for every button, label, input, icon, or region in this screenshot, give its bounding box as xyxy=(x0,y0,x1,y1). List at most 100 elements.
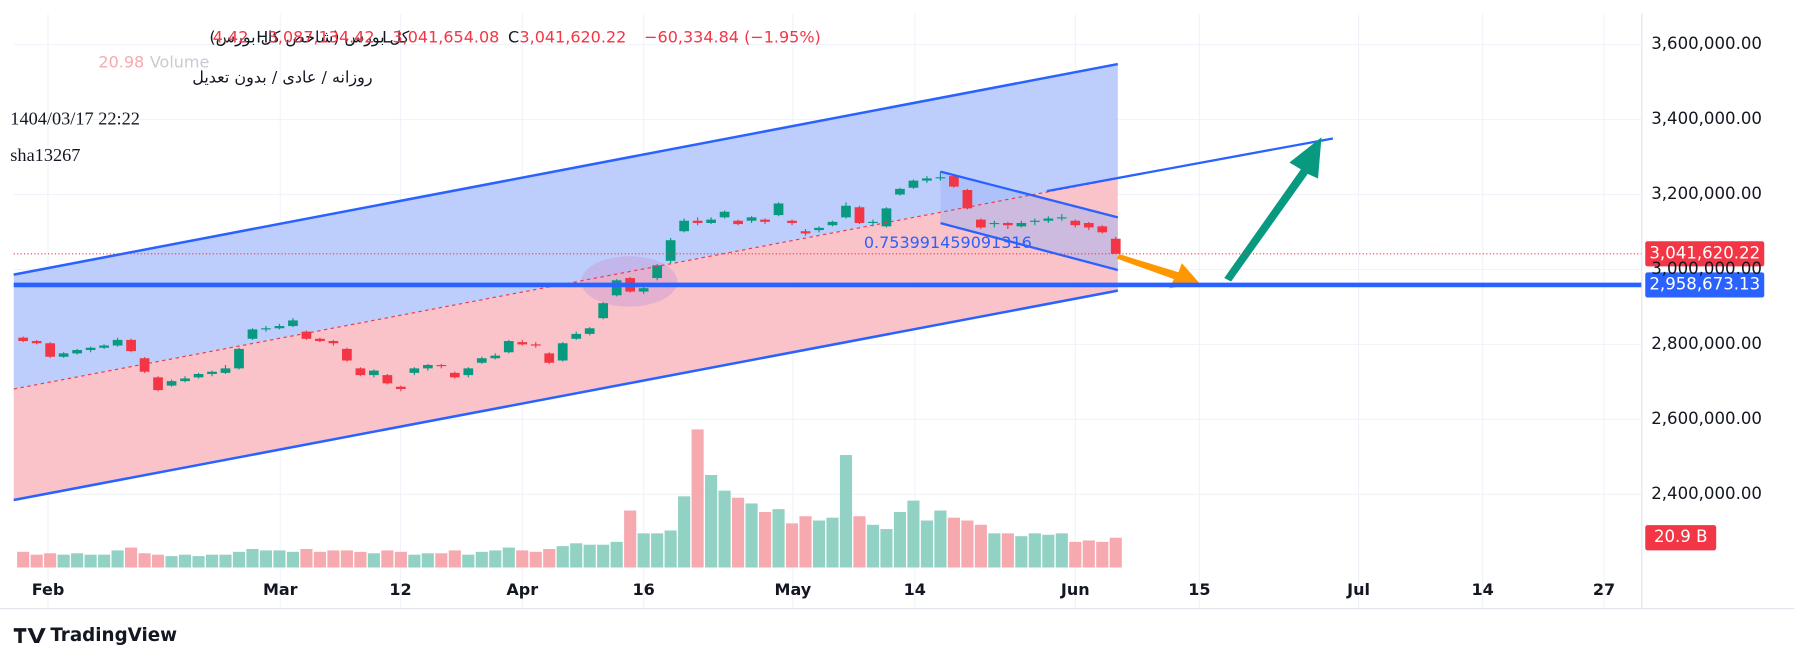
candle-body xyxy=(557,343,568,361)
candle-body xyxy=(112,339,123,346)
footer: TradingView xyxy=(13,625,177,646)
candle-body xyxy=(449,372,460,378)
candle-body xyxy=(166,381,177,386)
volume-tag xyxy=(1645,525,1717,551)
hline-label: 2,958,673.13 xyxy=(1649,274,1760,293)
candle-body xyxy=(854,207,865,223)
candle-body xyxy=(234,348,244,369)
channel-upper xyxy=(13,62,1119,276)
brand: TradingView xyxy=(50,625,177,646)
last-price-tag xyxy=(1645,241,1765,267)
candles xyxy=(18,171,1121,392)
volume-bar xyxy=(853,516,866,568)
candle-body xyxy=(1070,220,1081,226)
x-tick-label: Jul xyxy=(1346,580,1370,599)
volume-bar xyxy=(785,523,799,568)
y-tick-label: 2,400,000.00 xyxy=(1651,484,1762,503)
channel-lower xyxy=(13,289,1119,502)
volume-bar xyxy=(1096,541,1109,568)
timestamp: 1404/03/17 22:22 xyxy=(10,108,140,128)
volume-bar xyxy=(394,551,407,568)
volume-bar xyxy=(1055,533,1068,568)
x-tick-label: 27 xyxy=(1593,580,1615,599)
candle-body xyxy=(436,364,447,367)
volume-bar xyxy=(44,553,57,568)
candle-body xyxy=(1029,220,1040,222)
open-value: 4.42 xyxy=(213,27,249,46)
volume-bar xyxy=(947,517,960,568)
volume-label: 20.9 B xyxy=(1654,527,1708,546)
candle-body xyxy=(584,328,595,334)
candle-body xyxy=(544,353,555,363)
channel-upper-fill xyxy=(13,64,1118,390)
y-tick-label: 2,600,000.00 xyxy=(1651,409,1762,428)
candle-body xyxy=(611,280,622,296)
candle-body xyxy=(679,220,689,232)
volume-bar xyxy=(758,511,772,568)
candle-body xyxy=(31,341,42,344)
candle-body xyxy=(409,368,420,373)
high-key: H xyxy=(256,27,268,46)
candle-body xyxy=(841,205,851,218)
volume-bar xyxy=(705,474,718,568)
volume-bar xyxy=(273,550,286,568)
volume-bar xyxy=(205,554,219,568)
volume-pane xyxy=(17,429,1122,568)
volume-bar xyxy=(880,529,893,568)
candle-body xyxy=(139,358,150,372)
volume-bar xyxy=(1015,536,1028,568)
volume-bar xyxy=(381,550,394,568)
volume-key: Volume xyxy=(150,52,210,71)
volume-bar xyxy=(313,551,326,568)
candle-body xyxy=(180,378,190,382)
candle-body xyxy=(85,347,96,351)
volume-bar xyxy=(893,511,907,568)
candle-body xyxy=(827,221,838,226)
candle-body xyxy=(773,203,784,216)
symbol: کل بورس (شاخص کل بورس) xyxy=(209,27,409,47)
candle-body xyxy=(530,344,541,346)
volume-bar xyxy=(327,550,340,568)
candle-body xyxy=(1043,218,1054,221)
x-tick-label: 15 xyxy=(1188,580,1210,599)
y-tick-label: 3,000,000.00 xyxy=(1651,259,1762,278)
candle-body xyxy=(153,377,163,391)
volume-bar xyxy=(570,543,583,568)
small-channel-lower xyxy=(940,222,1119,272)
candle-body xyxy=(598,303,609,319)
volume-bar xyxy=(826,517,839,568)
green-arrow xyxy=(1224,137,1322,282)
volume-bar xyxy=(556,546,569,568)
candle-body xyxy=(1056,217,1067,219)
volume-bar xyxy=(988,533,1001,568)
x-tick-label: Apr xyxy=(506,580,538,599)
candle-body xyxy=(1016,222,1027,227)
candle-body xyxy=(1002,222,1013,226)
volume-bar xyxy=(516,550,529,568)
volume-bar xyxy=(718,490,731,568)
volume-bar xyxy=(745,503,758,568)
candle-body xyxy=(800,231,811,234)
volume-bar xyxy=(961,520,974,568)
orange-arrow xyxy=(1116,253,1200,289)
volume-bar xyxy=(691,429,704,568)
volume-bar xyxy=(286,551,300,568)
volume-bar xyxy=(489,550,502,568)
candle-body xyxy=(652,265,663,279)
candle-body xyxy=(517,342,528,345)
volume-bar xyxy=(1109,537,1122,568)
last-price-label: 3,041,620.22 xyxy=(1649,243,1760,262)
volume-bar xyxy=(624,510,637,568)
volume-bar xyxy=(1028,533,1041,568)
drawings-top xyxy=(13,62,1334,502)
volume-bar xyxy=(543,548,556,568)
candle-body xyxy=(422,364,433,369)
volume-bar xyxy=(340,550,353,568)
candle-body xyxy=(382,375,393,384)
volume-bar xyxy=(165,556,178,568)
change-value: −60,334.84 (−1.95%) xyxy=(644,27,821,46)
x-tick-label: 12 xyxy=(389,580,411,599)
volume-bar xyxy=(367,553,380,568)
x-tick-label: 16 xyxy=(633,580,655,599)
